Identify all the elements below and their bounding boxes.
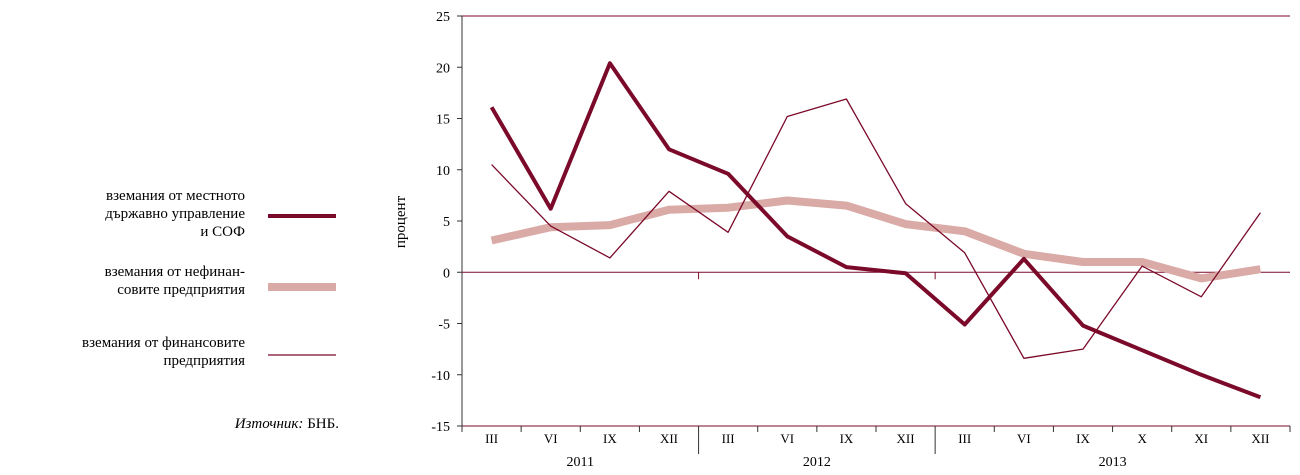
x-tick-label: XII — [897, 431, 915, 446]
source-label: Източник: — [234, 416, 304, 432]
year-label: 2011 — [567, 455, 594, 470]
y-tick-label: 20 — [436, 61, 450, 76]
legend-label-line: вземания от нефинан- — [105, 264, 245, 280]
x-tick-label: VI — [1017, 431, 1031, 446]
y-tick-label: 10 — [436, 164, 450, 179]
legend: вземания от местното държавно управление и… — [82, 188, 336, 369]
x-tick-label: III — [958, 431, 971, 446]
legend-item-wide: вземания от нефинан-совите предприятия — [105, 264, 336, 298]
y-tick-label: 15 — [436, 113, 450, 128]
legend-item-thin: вземания от финансовите предприятия — [82, 335, 336, 369]
y-axis-title: процент — [393, 195, 409, 248]
series-thick — [491, 63, 1260, 397]
x-tick-label: X — [1137, 431, 1147, 446]
x-tick-label: III — [722, 431, 735, 446]
legend-label-line: совите предприятия — [117, 282, 245, 298]
series-line-wide — [492, 201, 1261, 279]
source-note: Източник: БНБ. — [234, 416, 339, 432]
year-label: 2013 — [1099, 455, 1127, 470]
y-tick-label: 0 — [443, 266, 450, 281]
legend-label-line: предприятия — [163, 353, 245, 369]
y-tick-label: -10 — [431, 369, 450, 384]
legend-label-line: и СОФ — [200, 224, 245, 240]
x-tick-label: IX — [840, 431, 854, 446]
series-wide — [491, 200, 1260, 278]
y-tick-label: -5 — [438, 318, 450, 333]
x-tick-label: III — [485, 431, 498, 446]
legend-label-line: вземания от местното — [106, 188, 245, 204]
source-text: БНБ. — [303, 416, 339, 432]
legend-item-thick: вземания от местното държавно управление и… — [105, 188, 336, 240]
y-tick-label: 25 — [436, 10, 450, 25]
x-tick-label: XII — [660, 431, 678, 446]
y-tick-label: -15 — [431, 420, 450, 435]
series-layer — [491, 63, 1260, 397]
x-tick-label: XI — [1194, 431, 1208, 446]
year-label: 2012 — [803, 455, 831, 470]
legend-label-line: вземания от финансовите — [82, 335, 245, 351]
x-tick-label: VI — [544, 431, 558, 446]
x-tick-label: VI — [780, 431, 794, 446]
series-line-thick — [492, 63, 1261, 397]
x-tick-label: IX — [1076, 431, 1090, 446]
y-tick-label: 5 — [443, 215, 450, 230]
x-tick-label: XII — [1251, 431, 1269, 446]
legend-label-line: държавно управление — [105, 206, 245, 222]
x-tick-label: IX — [603, 431, 617, 446]
